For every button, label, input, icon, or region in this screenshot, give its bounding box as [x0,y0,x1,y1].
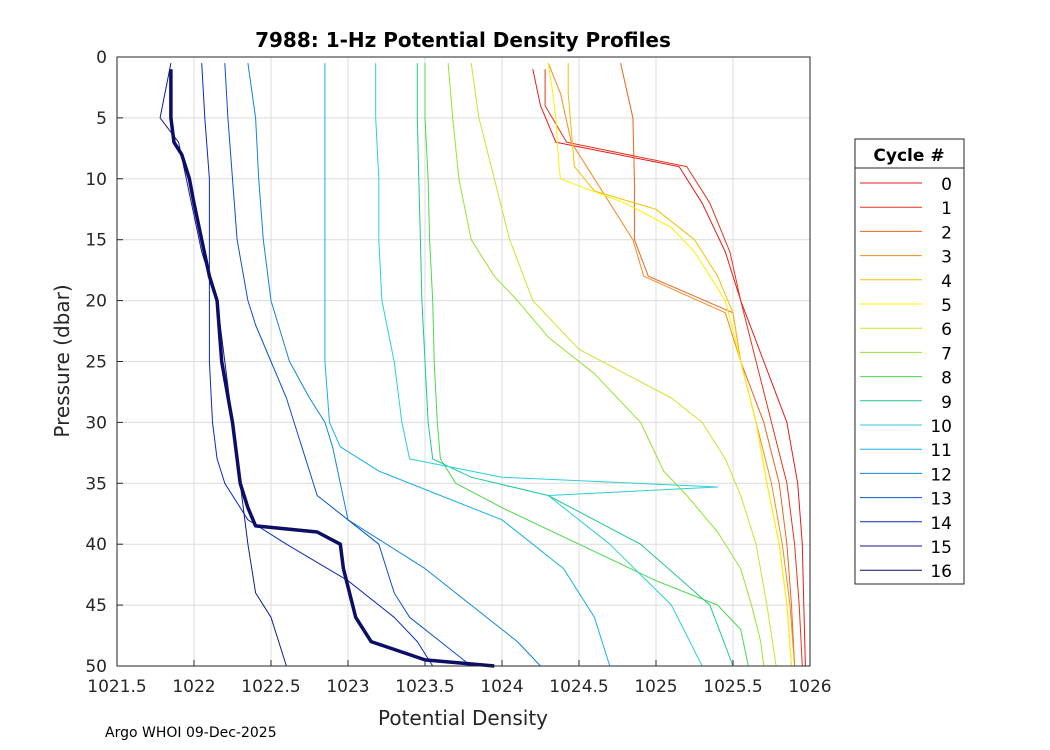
x-tick-label: 1026 [788,677,831,697]
x-tick-label: 1022.5 [241,677,300,697]
series-line-cycle-9 [416,63,734,667]
x-tick-label: 1024.5 [549,677,608,697]
legend-label-cycle-10: 10 [930,417,952,437]
footer-text: Argo WHOI 09-Dec-2025 [105,725,277,741]
legend-label-cycle-11: 11 [930,441,952,461]
series-line-cycle-12 [247,63,541,667]
legend-label-cycle-14: 14 [930,514,952,534]
legend-label-cycle-12: 12 [930,465,952,485]
y-tick-label: 20 [85,292,107,312]
series-lines [159,62,806,668]
x-tick-label: 1025.5 [703,677,762,697]
series-line-cycle-13 [224,63,472,667]
legend-label-cycle-3: 3 [941,248,952,268]
y-tick-label: 50 [85,657,107,677]
chart-title: 7988: 1-Hz Potential Density Profiles [255,28,671,52]
series-line-cycle-6 [470,63,777,667]
plot-area: 1021.5 1022 1022.5 1023 1023.5 1024 1024.5 1025… [85,48,831,697]
x-tick-label: 1021.5 [87,677,146,697]
x-tick-label: 1023 [326,677,369,697]
legend-label-cycle-6: 6 [941,320,952,340]
legend-label-cycle-2: 2 [941,223,952,243]
legend-box [854,138,965,585]
series-line-cycle-10 [375,63,719,667]
legend-label-cycle-8: 8 [941,369,952,389]
legend-label-cycle-0: 0 [941,175,952,195]
legend-label-cycle-16: 16 [930,562,952,582]
y-tick-label: 15 [85,231,107,251]
series-line-cycle-11 [324,63,611,667]
y-tick-label: 35 [85,474,107,494]
series-line-cycle-5 [547,63,792,667]
tick-labels: 1021.5 1022 1022.5 1023 1023.5 1024 1024.5 1025… [85,48,831,697]
x-axis-label: Potential Density [378,706,548,730]
x-tick-label: 1022 [172,677,215,697]
y-tick-label: 30 [85,413,107,433]
x-tick-label: 1025 [634,677,677,697]
legend-title: Cycle # [873,146,944,166]
series-line-cycle-1 [544,69,803,667]
legend-label-cycle-7: 7 [941,344,952,364]
x-tick-label: 1023.5 [395,677,454,697]
y-tick-label: 10 [85,170,107,190]
series-line-cycle-8 [424,63,749,667]
y-axis-label: Pressure (dbar) [50,284,74,437]
y-tick-label: 0 [96,48,107,68]
series-line-cycle-7 [447,63,765,667]
legend-label-cycle-4: 4 [941,272,952,292]
series-line-cycle-14 [201,63,434,667]
legend-label-cycle-13: 13 [930,490,952,510]
y-tick-label: 5 [96,109,107,129]
series-line-cycle-16 [169,69,495,668]
legend-label-cycle-15: 15 [930,538,952,558]
y-tick-label: 45 [85,596,107,616]
y-tick-label: 25 [85,353,107,373]
x-tick-label: 1024 [480,677,523,697]
series-line-cycle-3 [547,62,796,667]
legend-label-cycle-9: 9 [941,393,952,413]
y-tick-label: 40 [85,535,107,555]
legend-label-cycle-5: 5 [941,296,952,316]
legend-label-cycle-1: 1 [941,199,952,219]
